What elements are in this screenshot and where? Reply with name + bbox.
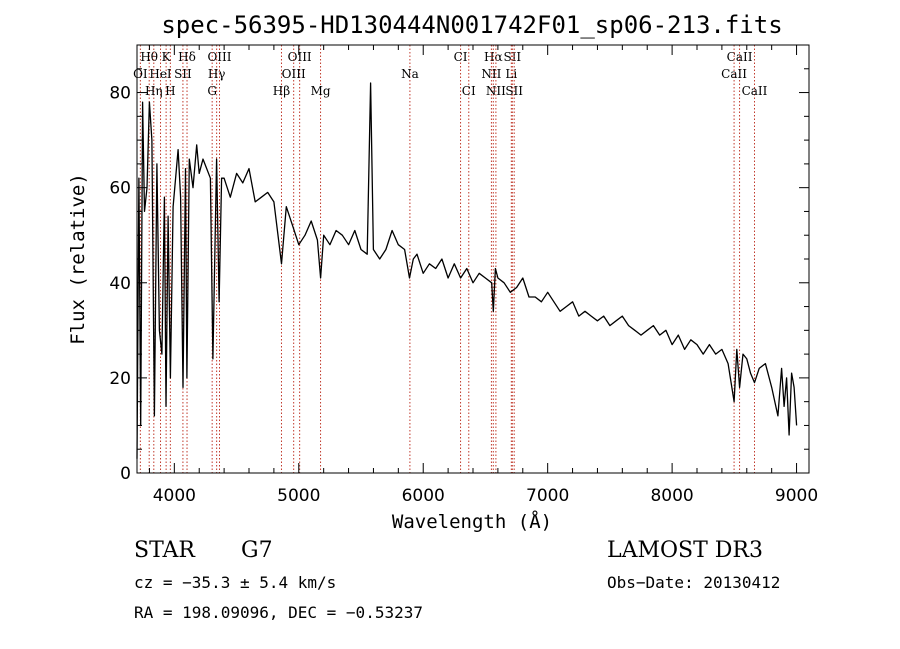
spectral-line-label-17: CaII <box>721 67 747 81</box>
spectral-line-label-21: Hβ <box>273 84 290 98</box>
survey-name: LAMOST DR3 <box>607 538 763 563</box>
spectral-line-label-2: Hδ <box>178 50 196 64</box>
spectral-line-label-20: G <box>207 84 217 98</box>
obs-date: Obs−Date: 20130412 <box>607 573 781 592</box>
spectral-line-label-11: SII <box>174 67 192 81</box>
y-tick-label-4: 80 <box>109 84 131 104</box>
spectral-line-label-16: Li <box>505 67 517 81</box>
spectral-line-label-23: CI <box>462 84 476 98</box>
y-tick-label-3: 60 <box>109 179 131 199</box>
object-class: STAR <box>134 538 195 563</box>
y-tick-label-1: 20 <box>109 369 131 389</box>
series-line-0 <box>136 82 798 459</box>
spectral-line-label-0: Hθ <box>140 50 158 64</box>
y-axis-label: Flux (relative) <box>67 173 89 345</box>
redshift-cz: cz = −35.3 ± 5.4 km/s <box>134 573 337 592</box>
spectral-line-label-19: H <box>165 84 175 98</box>
spectral-line-label-22: Mg <box>311 84 331 98</box>
y-tick-label-2: 40 <box>109 274 131 294</box>
spectral-line-label-18: Hη <box>145 84 163 98</box>
object-subclass: G7 <box>241 538 273 563</box>
x-tick-label-1: 5000 <box>277 486 320 506</box>
plot-frame <box>136 44 810 474</box>
spectral-line-label-1: K <box>162 50 172 64</box>
spectral-line-label-8: CaII <box>727 50 753 64</box>
ra-dec: RA = 198.09096, DEC = −0.53237 <box>134 603 423 622</box>
x-axis-label: Wavelength (Å) <box>392 510 552 533</box>
spectral-line-label-24: NII <box>486 84 506 98</box>
spectral-line-label-4: OIII <box>288 50 312 64</box>
spectral-line-label-6: Hα <box>484 50 503 64</box>
x-tick-label-4: 8000 <box>650 486 693 506</box>
axis-ticks: 4000 5000 6000 7000 8000 9000 0 20 40 60 80 <box>109 45 818 506</box>
spectral-line-label-14: Na <box>401 67 419 81</box>
spectral-line-label-10: HeI <box>149 67 172 81</box>
spectral-line-label-26: CaII <box>742 84 768 98</box>
spectral-line-label-7: SII <box>503 50 521 64</box>
x-tick-label-2: 6000 <box>402 486 445 506</box>
spectral-line-label-12: Hγ <box>208 67 226 81</box>
chart-title: spec-56395-HD130444N001742F01_sp06-213.f… <box>161 11 782 39</box>
spectral-line-label-25: SII <box>505 84 523 98</box>
spectral-line-label-15: NII <box>481 67 501 81</box>
x-tick-label-3: 7000 <box>526 486 569 506</box>
spectral-line-label-5: CI <box>454 50 468 64</box>
x-tick-label-0: 4000 <box>153 486 196 506</box>
x-tick-label-5: 9000 <box>775 486 818 506</box>
flux-series <box>136 82 798 459</box>
y-tick-label-0: 0 <box>120 464 131 484</box>
spectral-line-label-3: OIII <box>207 50 231 64</box>
spectral-line-label-13: OIII <box>282 67 306 81</box>
